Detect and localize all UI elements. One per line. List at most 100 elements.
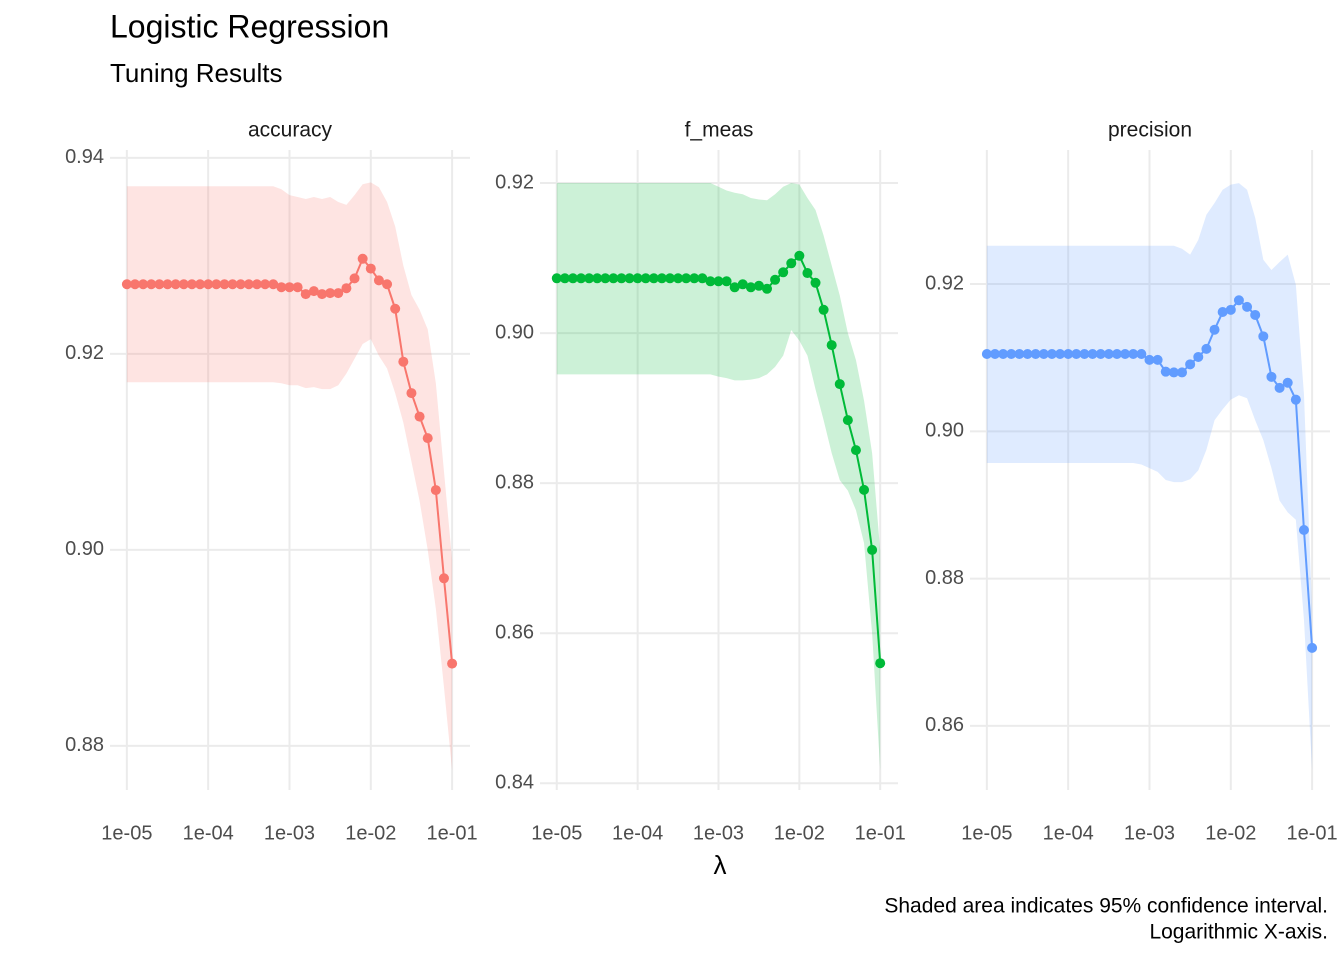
point <box>308 286 319 297</box>
point <box>1201 343 1212 354</box>
point <box>317 289 328 300</box>
y-tick-label: 0.90 <box>65 538 104 560</box>
x-tick-label: 1e-02 <box>345 822 396 844</box>
point <box>818 304 829 315</box>
point <box>794 250 805 261</box>
x-tick-label: 1e-04 <box>612 822 663 844</box>
point <box>551 273 562 284</box>
point <box>382 279 393 290</box>
point <box>398 356 409 367</box>
point <box>235 279 246 290</box>
point <box>1307 642 1318 653</box>
point <box>673 273 684 284</box>
point <box>1038 349 1049 360</box>
point <box>373 275 384 286</box>
point <box>1193 351 1204 362</box>
y-tick-label: 0.90 <box>495 321 534 343</box>
point <box>227 279 238 290</box>
point <box>438 573 449 584</box>
point <box>349 273 360 284</box>
point <box>713 276 724 287</box>
point <box>786 258 797 269</box>
point <box>1242 301 1253 312</box>
point <box>300 289 311 300</box>
point <box>681 273 692 284</box>
x-tick-label: 1e-01 <box>1287 822 1338 844</box>
x-tick-label: 1e-04 <box>183 822 234 844</box>
point <box>689 273 700 284</box>
point <box>1282 377 1293 388</box>
point <box>243 279 254 290</box>
point <box>656 273 667 284</box>
point <box>341 283 352 294</box>
point <box>447 658 458 669</box>
x-tick-label: 1e-03 <box>1124 822 1175 844</box>
point <box>1006 349 1017 360</box>
point <box>284 282 295 293</box>
y-tick-label: 0.92 <box>65 342 104 364</box>
point <box>867 544 878 555</box>
x-tick-label: 1e-03 <box>693 822 744 844</box>
point <box>1128 349 1139 360</box>
point <box>195 279 206 290</box>
point <box>1014 349 1025 360</box>
point <box>333 288 344 299</box>
point <box>624 273 635 284</box>
point <box>390 303 401 314</box>
y-tick-label: 0.92 <box>925 272 964 294</box>
x-axis-label: λ <box>714 850 727 880</box>
x-tick-label: 1e-05 <box>961 822 1012 844</box>
point <box>1266 371 1277 382</box>
point <box>1063 349 1074 360</box>
y-tick-label: 0.84 <box>495 772 534 794</box>
point <box>559 273 570 284</box>
y-tick-label: 0.88 <box>495 471 534 493</box>
y-tick-label: 0.92 <box>495 171 534 193</box>
point <box>1209 324 1220 335</box>
point <box>292 282 303 293</box>
point <box>162 279 173 290</box>
point <box>762 283 773 294</box>
facet-title: precision <box>1108 119 1192 142</box>
point <box>1185 359 1196 370</box>
x-tick-label: 1e-01 <box>427 822 478 844</box>
x-tick-label: 1e-03 <box>264 822 315 844</box>
point <box>178 279 189 290</box>
point <box>810 277 821 288</box>
point <box>1120 349 1131 360</box>
y-tick-label: 0.88 <box>65 734 104 756</box>
point <box>1022 349 1033 360</box>
confidence-band <box>986 183 1313 771</box>
point <box>875 658 886 669</box>
point <box>770 274 781 285</box>
point <box>170 279 181 290</box>
point <box>186 279 197 290</box>
point <box>1258 331 1269 342</box>
point <box>1225 304 1236 315</box>
point <box>365 263 376 274</box>
point <box>1055 349 1066 360</box>
point <box>1111 349 1122 360</box>
point <box>729 282 740 293</box>
point <box>616 273 627 284</box>
point <box>1233 295 1244 306</box>
point <box>802 268 813 279</box>
confidence-band <box>556 183 881 771</box>
point <box>1250 309 1261 320</box>
point <box>1071 349 1082 360</box>
point <box>276 282 287 293</box>
point <box>121 279 132 290</box>
point <box>753 280 764 291</box>
point <box>826 340 837 351</box>
point <box>130 279 141 290</box>
y-tick-label: 0.94 <box>65 146 104 168</box>
point <box>1136 349 1147 360</box>
x-tick-label: 1e-02 <box>1205 822 1256 844</box>
point <box>664 273 675 284</box>
point <box>737 279 748 290</box>
point <box>576 273 587 284</box>
point <box>1087 349 1098 360</box>
point <box>251 279 262 290</box>
